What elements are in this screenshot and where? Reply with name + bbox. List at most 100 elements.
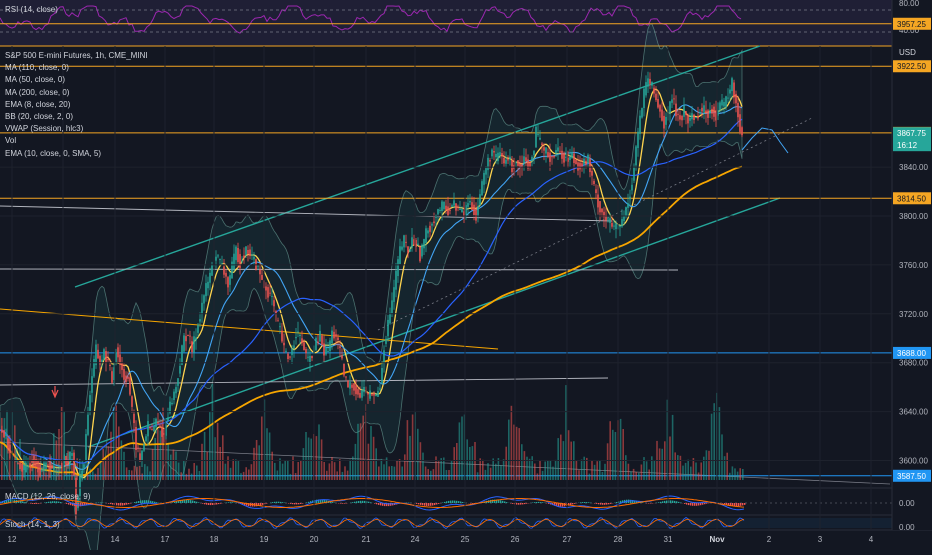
candle-body [295,337,297,338]
candle-body [135,427,137,450]
candle-body [189,336,191,337]
instrument-label[interactable]: S&P 500 E-mini Futures, 1h, CME_MINI [5,50,148,62]
volume-bar [568,430,570,480]
macd-histogram-bar [506,502,507,503]
candle-body [709,110,711,113]
candle-body [321,336,323,345]
volume-bar [459,422,461,480]
candle-body [581,163,583,166]
candle-body [1,430,3,433]
macd-histogram-bar [706,503,707,504]
candle-body [265,287,267,291]
volume-bar [534,464,536,481]
volume-bar [427,469,429,480]
volume-bar [672,415,674,480]
candle-body [485,168,487,175]
volume-bar [303,448,305,480]
candle-body [199,319,201,321]
candle-body [619,226,621,228]
candle-body [657,99,659,108]
candle-body [477,206,479,216]
volume-bar [126,467,128,480]
macd-histogram-bar [582,502,583,503]
macd-histogram-bar [658,502,659,503]
stoch-pane [0,515,932,530]
volume-bar [615,432,617,480]
rsi-label[interactable]: RSI (14, close) [5,5,58,14]
macd-histogram-bar [700,503,701,505]
candle-body [5,434,7,436]
volume-bar [227,456,229,480]
candle-body [153,426,155,431]
candle-body [259,270,261,274]
volume-bar [282,464,284,480]
candle-body [701,108,703,112]
volume-bar [188,469,190,480]
candle-body [699,112,701,113]
volume-bar [734,468,736,480]
candle-body [343,364,345,376]
macd-histogram-bar [300,503,301,504]
price-axis[interactable]: 80.0040.00USD3600.003640.003680.003720.0… [892,0,932,532]
volume-bar [95,474,97,480]
candle-body [563,153,565,163]
candle-body [681,116,683,120]
candle-body [475,209,477,220]
volume-bar [490,468,492,480]
candle-body [307,357,309,358]
study-ema-8[interactable]: EMA (8, close, 20) [5,99,148,111]
volume-bar [503,459,505,480]
macd-histogram-bar [736,503,737,506]
candle-body [141,451,143,461]
candle-body [179,366,181,374]
candle-body [147,421,149,436]
volume-bar [277,471,279,481]
candle-body [215,257,217,261]
candle-body [245,246,247,254]
candle-body [91,376,93,393]
candle-body [593,181,595,184]
candle-body [397,259,399,276]
candle-body [247,250,249,254]
study-ma-110[interactable]: MA (110, close, 0) [5,62,148,74]
volume-bar [695,463,697,481]
volume-bar [425,467,427,481]
macd-histogram-bar [146,500,147,503]
volume-bar [318,424,320,480]
candle-body [161,427,163,437]
macd-histogram-bar [274,502,275,503]
candle-body [459,209,461,210]
study-vol[interactable]: Vol [5,135,148,147]
candle-body [573,154,575,163]
volume-bar [604,464,606,480]
candle-body [433,222,435,224]
macd-histogram-bar [504,501,505,503]
candle-body [225,273,227,277]
volume-bar [630,471,632,480]
stoch-label[interactable]: Stoch (14, 1, 3) [5,520,60,529]
candle-body [233,254,235,270]
volume-bar [529,459,531,480]
volume-bar [680,456,682,480]
study-ma-50[interactable]: MA (50, close, 0) [5,74,148,86]
volume-bar [212,384,214,480]
volume-bar [485,470,487,480]
volume-bar [279,458,281,480]
candle-body [407,246,409,253]
study-bb[interactable]: BB (20, close, 2, 0) [5,111,148,123]
macd-histogram-bar [456,501,457,503]
candle-body [347,381,349,388]
candle-body [251,254,253,255]
study-ema-10[interactable]: EMA (10, close, 0, SMA, 5) [5,148,148,160]
study-ma-200[interactable]: MA (200, close, 0) [5,87,148,99]
candle-body [335,334,337,337]
candle-body [663,116,665,129]
macd-histogram-bar [602,503,603,505]
volume-bar [622,429,624,480]
macd-histogram-bar [56,501,57,503]
volume-bar [370,426,372,480]
candle-body [437,209,439,214]
study-vwap[interactable]: VWAP (Session, hlc3) [5,123,148,135]
volume-bar [446,470,448,480]
macd-label[interactable]: MACD (12, 26, close, 9) [5,492,90,501]
